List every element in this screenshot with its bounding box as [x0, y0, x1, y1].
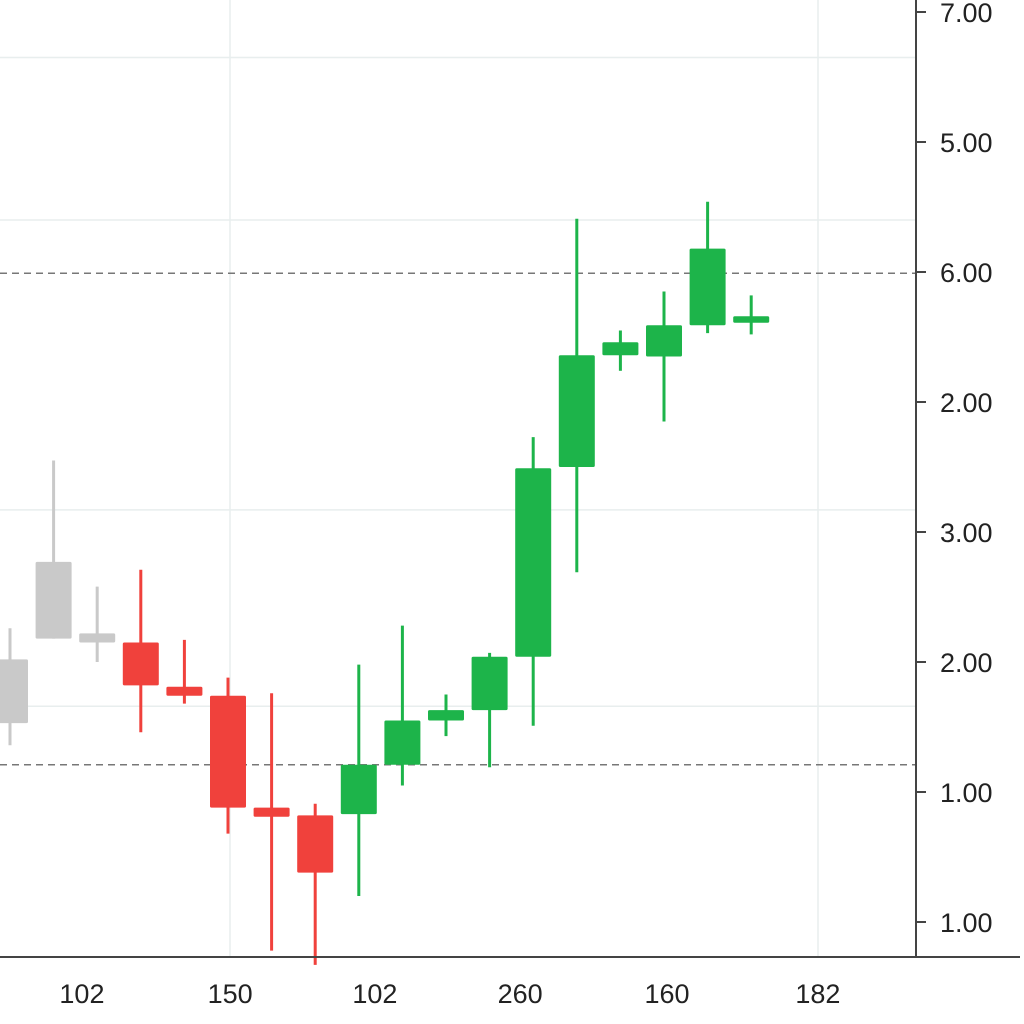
candle-body	[384, 720, 421, 765]
x-tick-label: 160	[645, 979, 690, 1009]
candle-body	[515, 468, 552, 657]
candle-body	[602, 342, 639, 356]
candle-body	[0, 659, 28, 724]
candle-up	[340, 664, 377, 896]
candle-up	[646, 291, 682, 422]
y-axis: 7.00 5.00 6.00 2.00 3.00 2.00 1.00 1.00	[916, 0, 993, 938]
candles	[0, 201, 770, 965]
y-tick-label: 2.00	[940, 388, 993, 418]
x-tick-label: 150	[208, 979, 253, 1009]
grid	[0, 0, 916, 957]
x-axis: 102 150 102 260 160 182	[59, 979, 840, 1009]
candle-body	[79, 633, 116, 643]
x-tick-label: 102	[352, 979, 397, 1009]
candle-down	[297, 803, 334, 965]
candle-body	[689, 248, 726, 326]
y-tick-label: 7.00	[940, 0, 993, 28]
candle-down	[253, 693, 290, 951]
candle-up	[733, 295, 770, 335]
candle-neutral	[0, 628, 28, 746]
y-tick-label: 3.00	[940, 518, 993, 548]
candle-neutral	[79, 586, 116, 662]
x-tick-label: 102	[59, 979, 104, 1009]
candle-up	[384, 625, 421, 786]
candle-up	[689, 201, 726, 334]
reference-lines	[0, 272, 916, 766]
y-tick-label: 1.00	[940, 908, 993, 938]
candle-down	[122, 569, 159, 733]
candle-body	[733, 316, 770, 323]
candle-body	[166, 686, 203, 696]
y-tick-label: 1.00	[940, 778, 993, 808]
candle-body	[35, 561, 72, 639]
candle-body	[340, 764, 377, 815]
y-tick-label: 6.00	[940, 258, 993, 288]
candle-up	[515, 437, 552, 726]
y-tick-label: 2.00	[940, 648, 993, 678]
candle-body	[558, 355, 595, 467]
candle-body	[428, 710, 464, 721]
candle-body	[471, 656, 508, 711]
candle-neutral	[35, 460, 72, 639]
candle-body	[122, 642, 159, 686]
candle-down	[210, 677, 246, 834]
candle-up	[428, 694, 464, 737]
candle-body	[253, 807, 290, 817]
y-tick-label: 5.00	[940, 128, 993, 158]
x-tick-label: 260	[498, 979, 543, 1009]
candle-body	[297, 815, 334, 873]
candle-body	[210, 695, 246, 808]
candle-up	[471, 652, 508, 768]
x-tick-label: 182	[795, 979, 840, 1009]
candle-up	[558, 218, 595, 573]
candle-up	[602, 330, 639, 371]
candle-body	[646, 325, 682, 357]
candle-down	[166, 639, 203, 704]
